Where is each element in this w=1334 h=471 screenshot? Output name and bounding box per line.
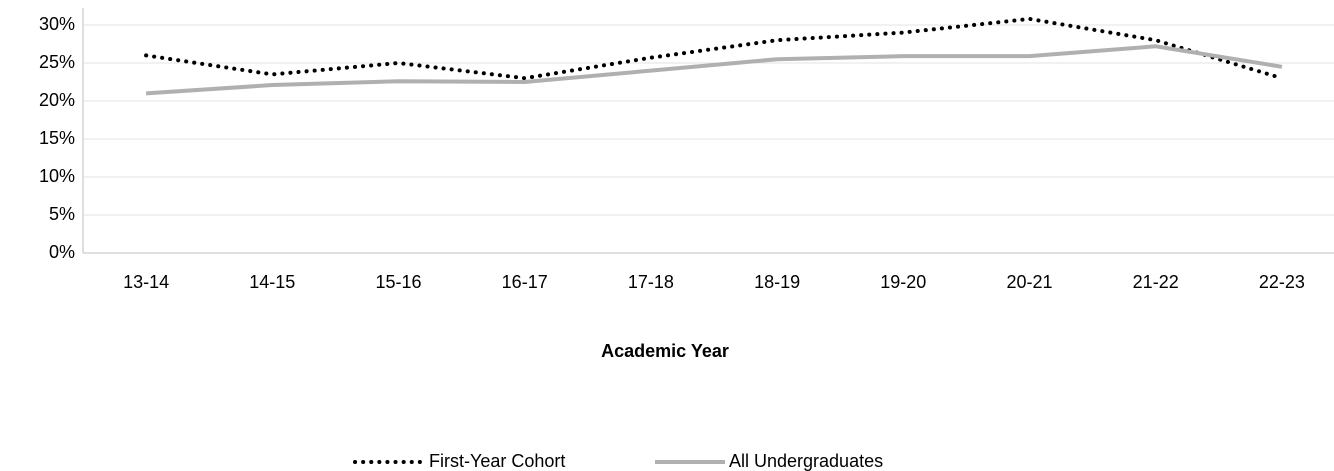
y-tick-label: 20%	[39, 90, 75, 110]
y-tick-label: 25%	[39, 52, 75, 72]
x-tick-label: 19-20	[880, 272, 926, 292]
legend-label: All Undergraduates	[729, 451, 883, 471]
x-tick-label: 15-16	[375, 272, 421, 292]
x-tick-label: 13-14	[123, 272, 169, 292]
x-tick-label: 17-18	[628, 272, 674, 292]
y-tick-label: 10%	[39, 166, 75, 186]
legend-label: First-Year Cohort	[429, 451, 565, 471]
x-tick-label: 21-22	[1133, 272, 1179, 292]
y-tick-label: 15%	[39, 128, 75, 148]
x-tick-label: 16-17	[502, 272, 548, 292]
x-tick-label: 14-15	[249, 272, 295, 292]
x-axis-title: Academic Year	[601, 341, 729, 361]
series-line	[144, 16, 1284, 81]
y-tick-label: 30%	[39, 14, 75, 34]
y-tick-label: 0%	[49, 242, 75, 262]
x-tick-label: 20-21	[1006, 272, 1052, 292]
x-tick-label: 22-23	[1259, 272, 1305, 292]
x-tick-label: 18-19	[754, 272, 800, 292]
y-tick-label: 5%	[49, 204, 75, 224]
series-line	[145, 44, 1283, 96]
